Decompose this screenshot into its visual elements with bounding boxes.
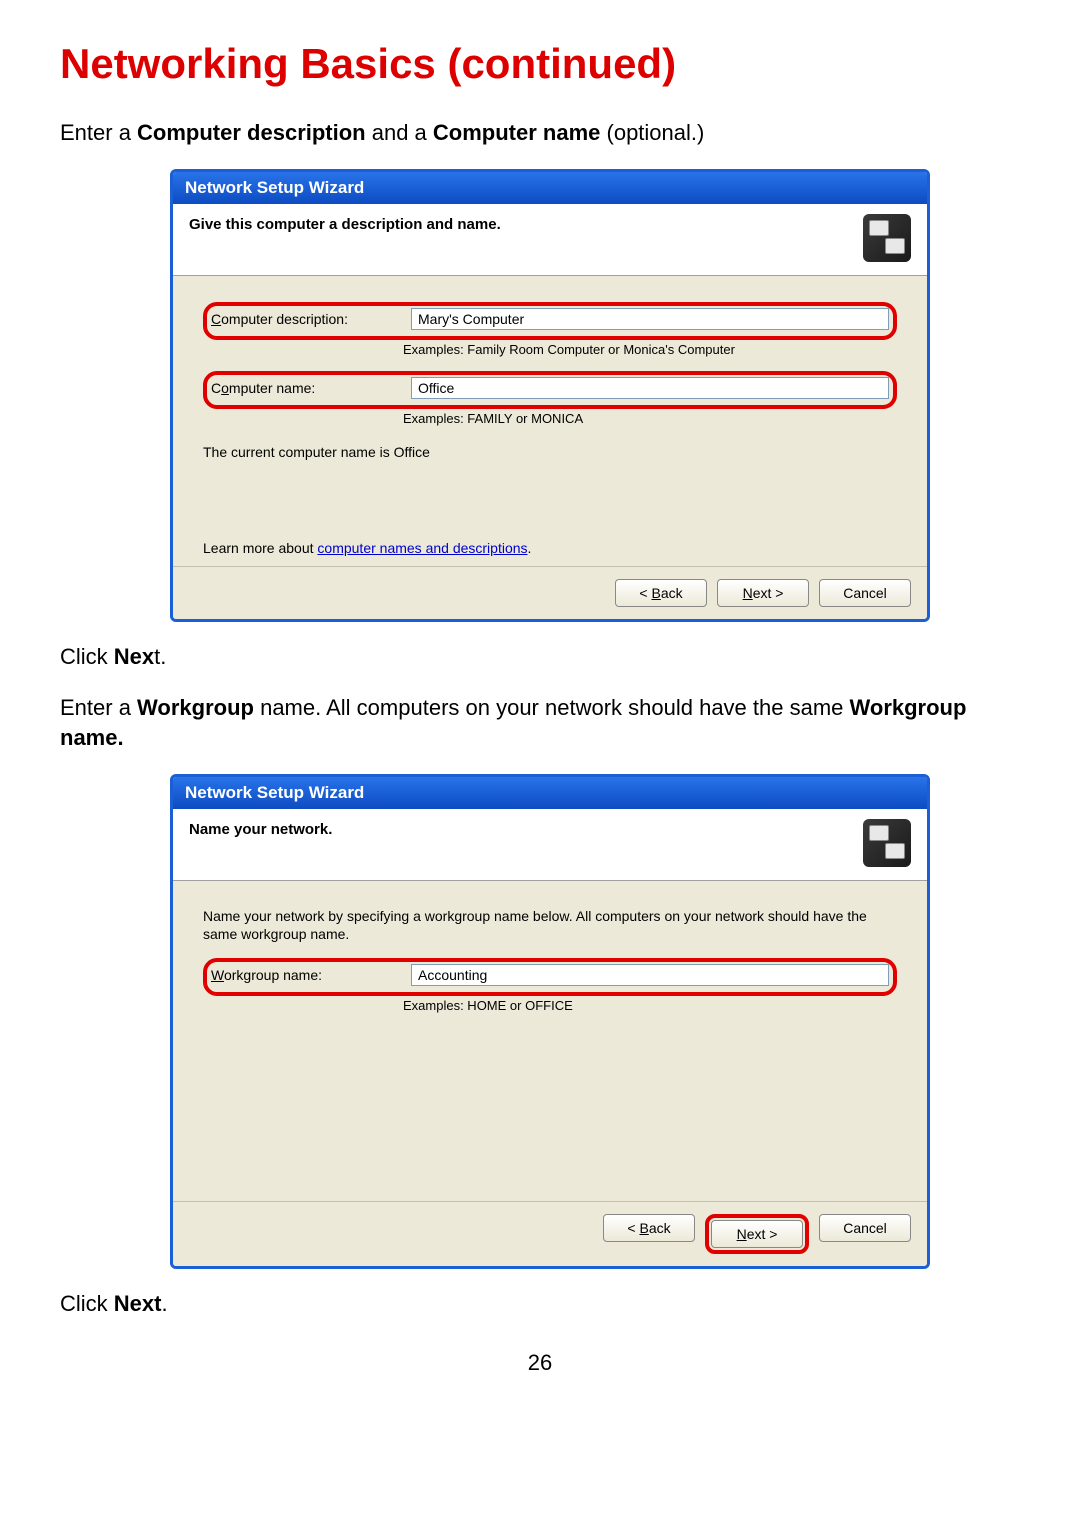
workgroup-name-label: Workgroup name: bbox=[211, 967, 411, 983]
cancel-button[interactable]: Cancel bbox=[819, 1214, 911, 1242]
highlight-next-button: Next > bbox=[705, 1214, 809, 1254]
computer-description-label: Computer description: bbox=[211, 311, 411, 327]
workgroup-example: Examples: HOME or OFFICE bbox=[403, 998, 897, 1013]
dialog-header: Give this computer a description and nam… bbox=[173, 204, 927, 276]
text: . bbox=[161, 1291, 167, 1316]
cancel-button[interactable]: Cancel bbox=[819, 579, 911, 607]
current-name-text: The current computer name is Office bbox=[203, 444, 897, 460]
network-icon bbox=[863, 819, 911, 867]
dialog-header-text: Name your network. bbox=[189, 819, 332, 838]
text: Enter a bbox=[60, 120, 137, 145]
back-button[interactable]: < Back bbox=[603, 1214, 695, 1242]
learn-more-link[interactable]: computer names and descriptions bbox=[317, 540, 527, 556]
dialog-header-text: Give this computer a description and nam… bbox=[189, 214, 501, 233]
next-button[interactable]: Next > bbox=[711, 1220, 803, 1248]
text: Learn more about bbox=[203, 540, 317, 556]
page-title: Networking Basics (continued) bbox=[60, 40, 1020, 88]
text: name. All computers on your network shou… bbox=[254, 695, 850, 720]
text: Click bbox=[60, 1291, 114, 1316]
desc-example: Examples: Family Room Computer or Monica… bbox=[403, 342, 897, 357]
click-next-1: Click Next. bbox=[60, 642, 1020, 673]
highlight-computer-name: Computer name: bbox=[203, 371, 897, 409]
computer-name-label: Computer name: bbox=[211, 380, 411, 396]
dialog-buttons: < Back Next > Cancel bbox=[173, 566, 927, 619]
text: and a bbox=[366, 120, 433, 145]
highlight-computer-description: Computer description: bbox=[203, 302, 897, 340]
text: Click bbox=[60, 644, 114, 669]
dialog-body: Name your network by specifying a workgr… bbox=[173, 881, 927, 1201]
dialog-titlebar: Network Setup Wizard bbox=[173, 172, 927, 204]
text: . bbox=[528, 540, 532, 556]
network-wizard-dialog-2: Network Setup Wizard Name your network. … bbox=[170, 774, 930, 1269]
dialog-titlebar: Network Setup Wizard bbox=[173, 777, 927, 809]
dialog-body: Computer description: Examples: Family R… bbox=[173, 276, 927, 566]
page-number: 26 bbox=[60, 1350, 1020, 1376]
computer-name-input[interactable] bbox=[411, 377, 889, 399]
dialog-header: Name your network. bbox=[173, 809, 927, 881]
workgroup-intro: Name your network by specifying a workgr… bbox=[203, 907, 897, 943]
text: (optional.) bbox=[600, 120, 704, 145]
network-icon bbox=[863, 214, 911, 262]
text-bold: Computer name bbox=[433, 120, 600, 145]
next-button[interactable]: Next > bbox=[717, 579, 809, 607]
network-wizard-dialog-1: Network Setup Wizard Give this computer … bbox=[170, 169, 930, 622]
text-bold: Nex bbox=[114, 644, 154, 669]
text-bold: Next bbox=[114, 1291, 162, 1316]
text-bold: Computer description bbox=[137, 120, 366, 145]
workgroup-name-input[interactable] bbox=[411, 964, 889, 986]
instruction-workgroup: Enter a Workgroup name. All computers on… bbox=[60, 693, 1020, 755]
highlight-workgroup-name: Workgroup name: bbox=[203, 958, 897, 996]
text-bold: Workgroup bbox=[137, 695, 254, 720]
back-button[interactable]: < Back bbox=[615, 579, 707, 607]
name-example: Examples: FAMILY or MONICA bbox=[403, 411, 897, 426]
text: t. bbox=[154, 644, 166, 669]
click-next-2: Click Next. bbox=[60, 1289, 1020, 1320]
learn-more: Learn more about computer names and desc… bbox=[203, 540, 897, 556]
dialog-buttons: < Back Next > Cancel bbox=[173, 1201, 927, 1266]
instruction-desc-name: Enter a Computer description and a Compu… bbox=[60, 118, 1020, 149]
computer-description-input[interactable] bbox=[411, 308, 889, 330]
text: Enter a bbox=[60, 695, 137, 720]
